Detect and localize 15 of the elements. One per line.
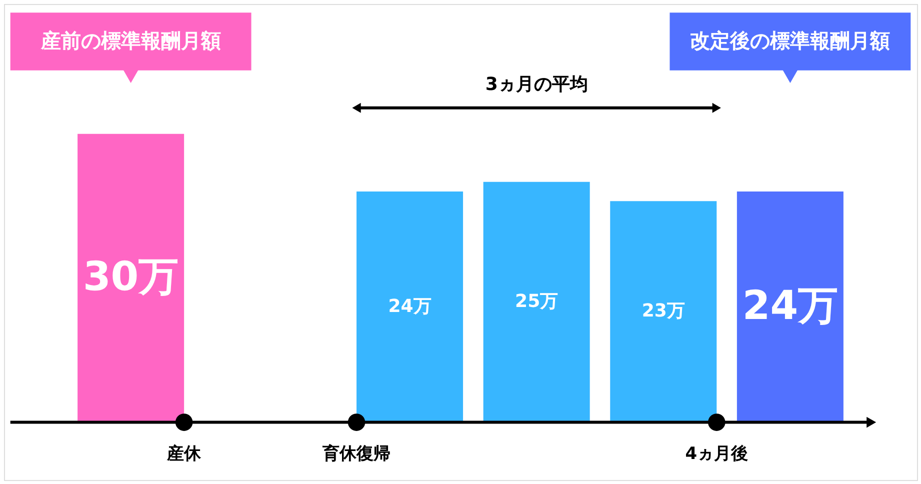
text: 3ヵ月の平均 [485, 74, 588, 95]
text: 産休 [166, 444, 202, 464]
data-label: 30万 [82, 254, 179, 300]
bar [736, 192, 844, 422]
text: 産前の標準報酬月額 [40, 28, 221, 53]
data-label: 25万 [515, 291, 558, 312]
bar [610, 201, 717, 422]
data-label: 24万 [742, 282, 838, 329]
data-label: 23万 [642, 300, 685, 322]
text: 育休復帰 [322, 443, 391, 464]
bar [356, 192, 464, 422]
text: 4ヵ月後 [685, 444, 748, 464]
bar [483, 182, 590, 422]
data-label: 24万 [388, 296, 432, 317]
text: 改定後の標準報酬月額 [690, 28, 890, 53]
